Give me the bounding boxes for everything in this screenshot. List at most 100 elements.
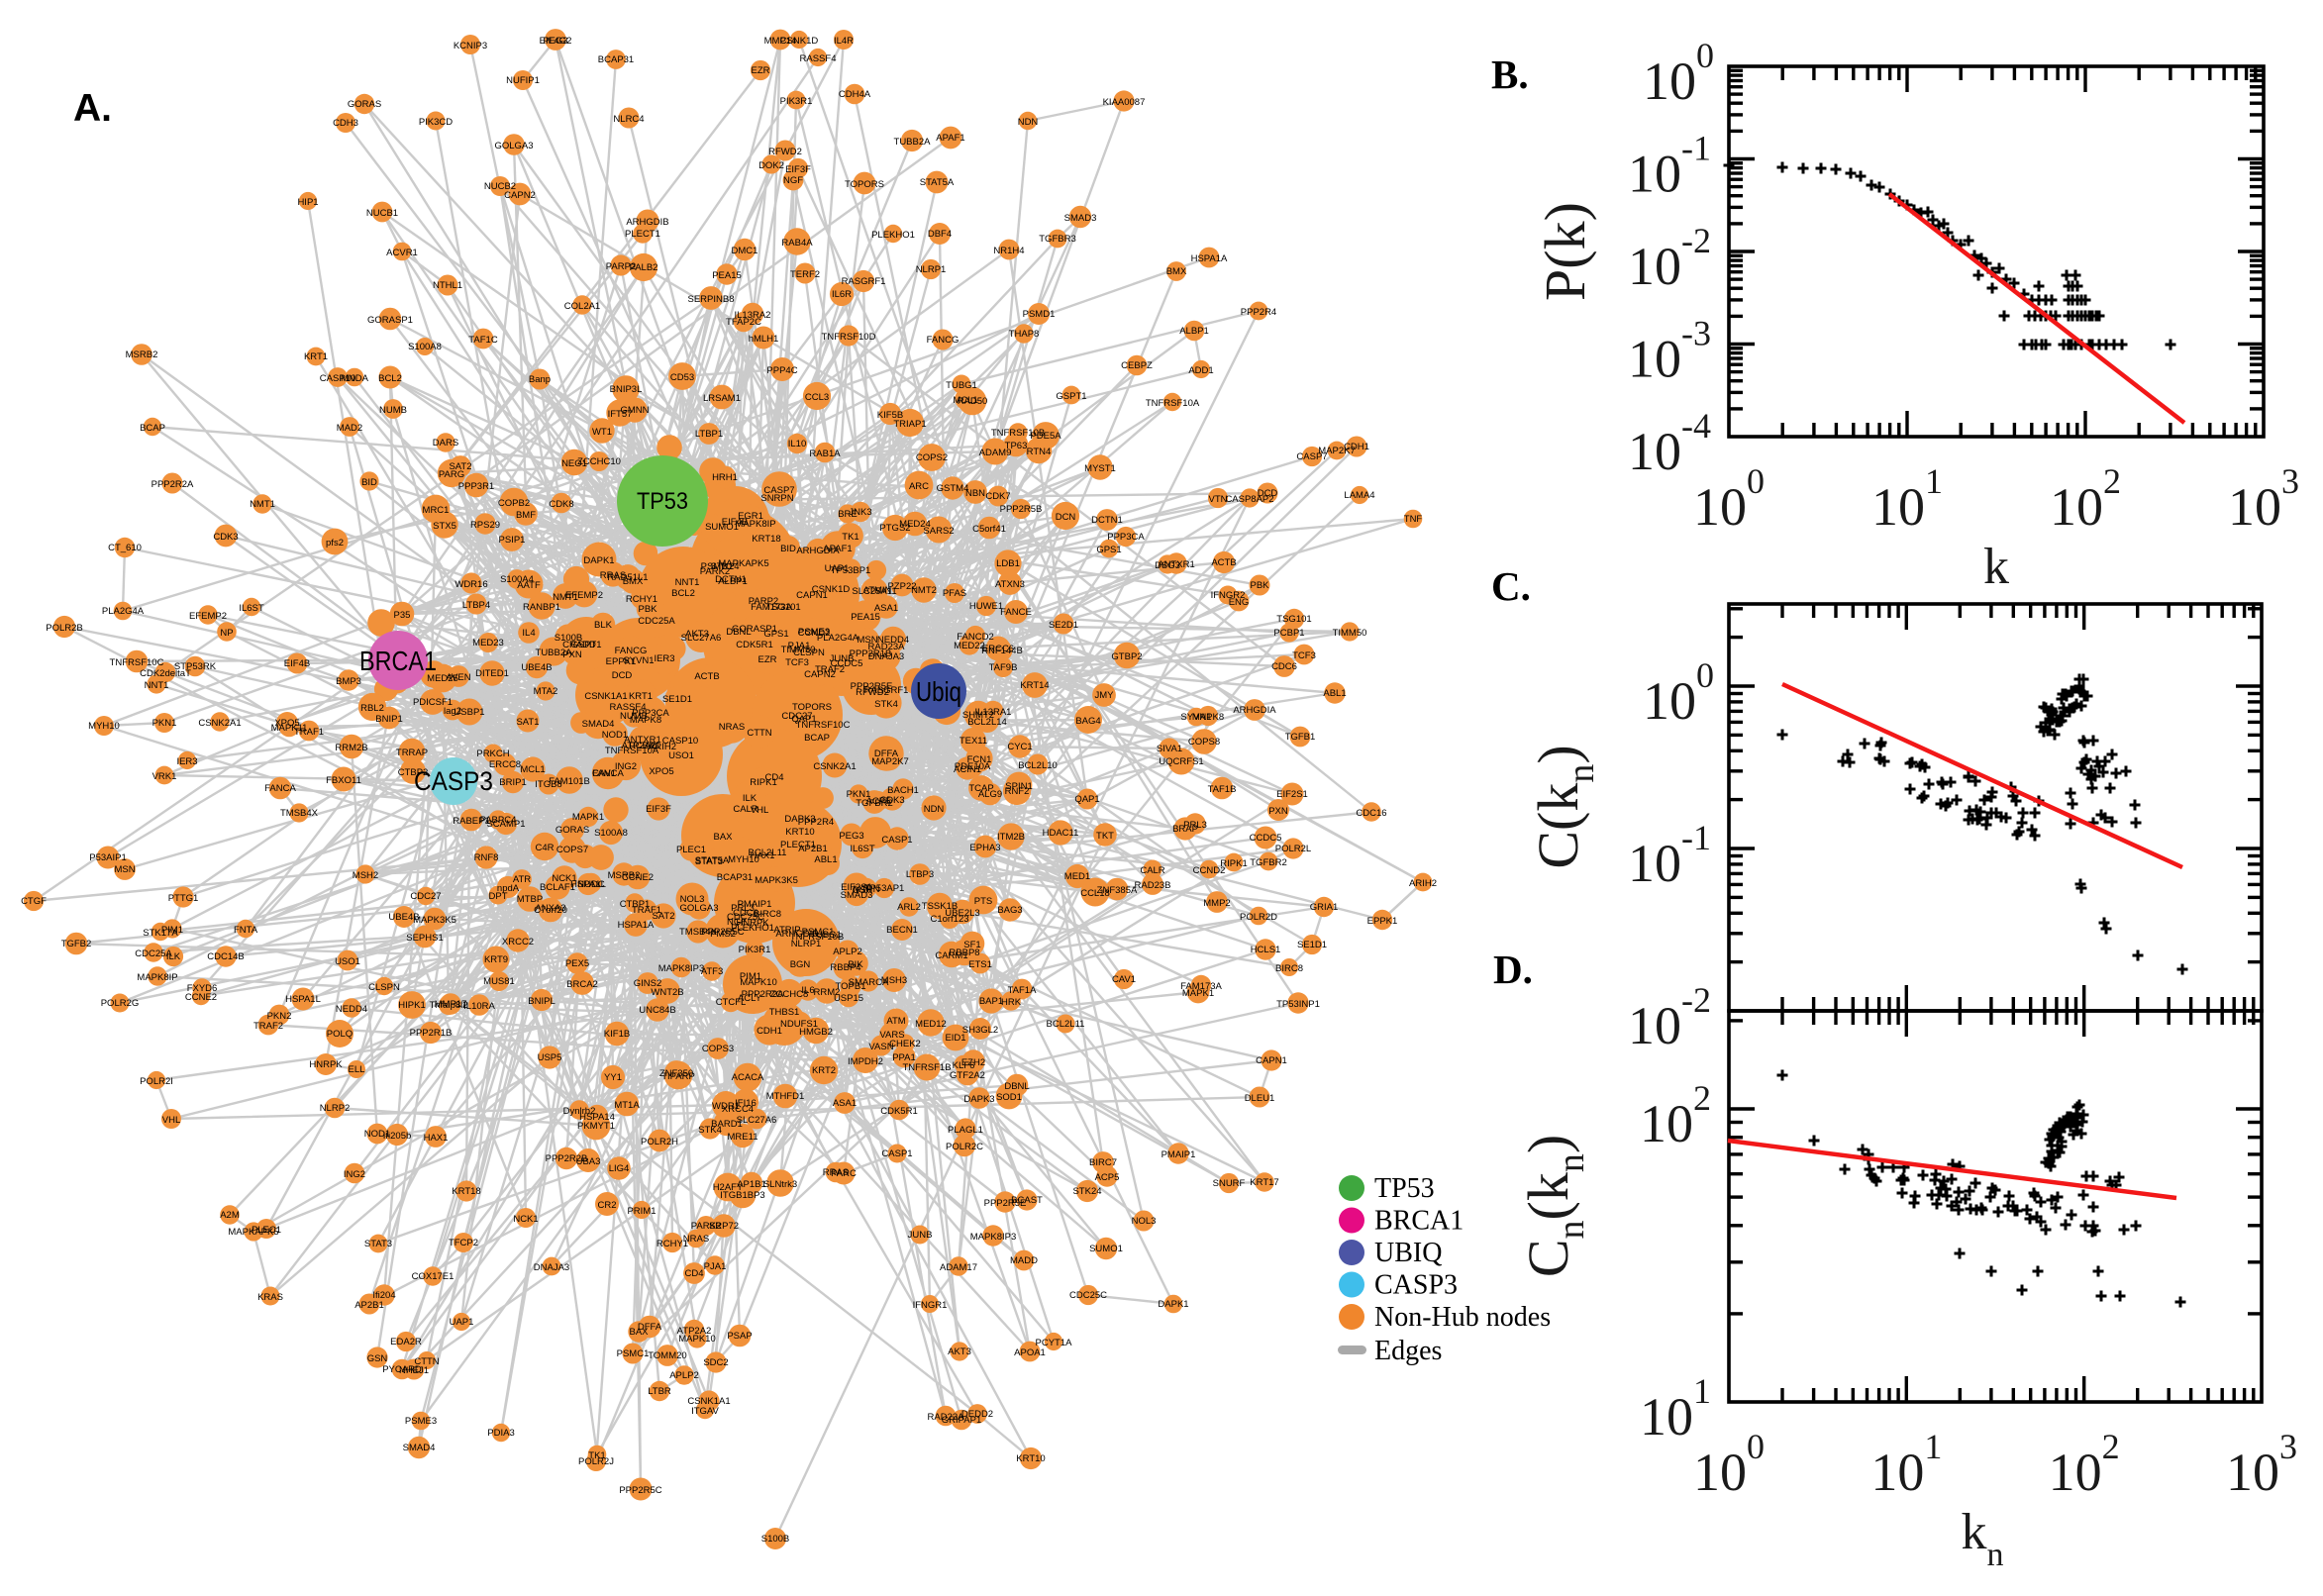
svg-text:SE2D1: SE2D1: [1049, 620, 1078, 631]
svg-text:NTHL1: NTHL1: [433, 280, 462, 291]
svg-text:PSME3: PSME3: [405, 1416, 437, 1427]
svg-text:SMARCA: SMARCA: [849, 977, 889, 988]
svg-text:SLNtrk3: SLNtrk3: [763, 1179, 797, 1190]
svg-text:TGFBR3: TGFBR3: [1039, 234, 1075, 245]
svg-text:BRCA2: BRCA2: [566, 979, 598, 990]
svg-text:TCF3: TCF3: [1292, 650, 1316, 661]
svg-text:CSNK1A1: CSNK1A1: [584, 691, 627, 702]
svg-text:NCK1: NCK1: [513, 1214, 538, 1225]
svg-text:SMAD4: SMAD4: [582, 719, 615, 730]
svg-text:MAPK3K5: MAPK3K5: [413, 915, 456, 926]
svg-text:GORASP1: GORASP1: [367, 315, 413, 326]
svg-text:ADAM17: ADAM17: [940, 1262, 977, 1273]
svg-text:BCAP: BCAP: [140, 423, 165, 434]
svg-text:RFWD2: RFWD2: [856, 687, 889, 698]
svg-text:EFEMP2: EFEMP2: [189, 611, 227, 622]
svg-text:CTCFL: CTCFL: [716, 997, 747, 1008]
svg-text:IL4: IL4: [522, 628, 535, 639]
svg-text:RBL2: RBL2: [360, 703, 384, 714]
svg-text:MED1: MED1: [1064, 871, 1090, 882]
svg-text:PARP2: PARP2: [749, 596, 778, 607]
svg-text:TNFRSF10B: TNFRSF10B: [991, 428, 1045, 439]
svg-text:BCAP31: BCAP31: [717, 872, 753, 883]
svg-text:PDIA3: PDIA3: [487, 1428, 514, 1439]
svg-text:DAPK1: DAPK1: [583, 555, 614, 566]
svg-text:DCD: DCD: [612, 670, 633, 681]
svg-text:BCL2: BCL2: [378, 373, 402, 384]
svg-text:C5orf41: C5orf41: [972, 524, 1006, 535]
svg-text:PPP2R5C: PPP2R5C: [619, 1485, 661, 1496]
svg-text:DAPK3: DAPK3: [784, 814, 815, 825]
svg-text:NOL3: NOL3: [680, 894, 705, 905]
svg-text:BCL2L10: BCL2L10: [1018, 760, 1058, 771]
svg-text:FNTA: FNTA: [234, 925, 258, 936]
svg-text:CCND2: CCND2: [798, 628, 831, 639]
svg-text:RAB4A: RAB4A: [781, 238, 813, 249]
svg-text:KRT18: KRT18: [752, 534, 780, 545]
svg-text:CAV1: CAV1: [1112, 974, 1136, 985]
svg-text:BNIP3L: BNIP3L: [610, 384, 643, 395]
svg-text:ITM2B: ITM2B: [997, 832, 1025, 843]
svg-text:RAB1A: RAB1A: [809, 449, 841, 459]
svg-text:FCN1: FCN1: [967, 754, 992, 765]
svg-text:PSAP: PSAP: [727, 1331, 752, 1342]
svg-text:TERF2: TERF2: [790, 269, 820, 280]
svg-text:ACACA: ACACA: [732, 1072, 764, 1083]
svg-text:TNFRSF10D: TNFRSF10D: [822, 332, 876, 343]
svg-text:BNIPL: BNIPL: [528, 996, 555, 1007]
svg-text:KRT10: KRT10: [1016, 1453, 1045, 1464]
svg-text:PEG3: PEG3: [839, 831, 863, 842]
svg-text:MTBP: MTBP: [517, 894, 543, 905]
svg-text:WDR16: WDR16: [454, 579, 487, 590]
svg-text:SMAD4: SMAD4: [403, 1443, 436, 1453]
svg-text:BNIP1: BNIP1: [375, 714, 402, 725]
svg-text:ABL1: ABL1: [1323, 688, 1346, 699]
svg-text:BECN1: BECN1: [886, 925, 918, 936]
svg-text:MRC1: MRC1: [423, 505, 450, 516]
svg-text:C.: C.: [1491, 563, 1531, 609]
svg-text:CEBPZ: CEBPZ: [1121, 360, 1153, 371]
svg-text:ATM: ATM: [886, 1016, 905, 1027]
svg-text:HSPA1L: HSPA1L: [285, 994, 321, 1005]
svg-text:IMPDH2: IMPDH2: [848, 1056, 883, 1067]
svg-text:HIP1: HIP1: [297, 197, 318, 208]
svg-text:NDN: NDN: [1018, 117, 1039, 128]
svg-text:PEX5: PEX5: [565, 958, 589, 969]
svg-text:MSRB2: MSRB2: [126, 349, 158, 360]
svg-text:CDC14B: CDC14B: [207, 951, 245, 962]
svg-text:NOD1: NOD1: [364, 1129, 390, 1140]
svg-text:CASP3: CASP3: [414, 766, 493, 796]
svg-text:CALR: CALR: [1140, 865, 1164, 876]
svg-text:ASA1: ASA1: [833, 1098, 857, 1109]
svg-text:CSNK1D: CSNK1D: [812, 584, 851, 595]
svg-text:TRAF2: TRAF2: [253, 1021, 283, 1032]
svg-text:PFAS: PFAS: [943, 588, 966, 599]
svg-text:CASP3: CASP3: [1374, 1270, 1458, 1301]
svg-text:LIG4: LIG4: [609, 1163, 630, 1174]
svg-text:TNFRSF10C: TNFRSF10C: [796, 720, 851, 731]
svg-text:pfs2: pfs2: [326, 538, 344, 549]
svg-text:TK1: TK1: [842, 532, 858, 543]
svg-text:IFT57: IFT57: [608, 409, 633, 420]
svg-text:ALBP1: ALBP1: [1179, 326, 1209, 337]
svg-text:TAF1B: TAF1B: [1208, 784, 1237, 795]
svg-text:NEDD4: NEDD4: [877, 635, 909, 646]
svg-text:CAPN1: CAPN1: [1256, 1055, 1287, 1066]
svg-text:STK24: STK24: [710, 561, 739, 572]
svg-text:THAP8: THAP8: [1009, 329, 1040, 340]
svg-text:PKN1: PKN1: [152, 718, 177, 729]
svg-text:P35: P35: [394, 610, 411, 621]
svg-text:RTN4: RTN4: [1027, 447, 1052, 457]
svg-text:EIF4G2: EIF4G2: [540, 36, 572, 47]
svg-text:P(k): P(k): [1533, 202, 1597, 301]
svg-text:KRT1: KRT1: [629, 691, 653, 702]
svg-text:TCAP: TCAP: [968, 783, 993, 794]
svg-text:HSPA1A: HSPA1A: [618, 920, 655, 931]
svg-text:PDICSF1: PDICSF1: [413, 697, 453, 708]
svg-text:NEDD4: NEDD4: [336, 1004, 367, 1015]
svg-text:MAP2K7: MAP2K7: [871, 756, 909, 767]
svg-text:KRT18: KRT18: [452, 1186, 480, 1197]
svg-text:BCAP: BCAP: [804, 733, 830, 744]
svg-text:BID: BID: [361, 477, 377, 488]
svg-text:ARHGDIA: ARHGDIA: [796, 546, 840, 556]
